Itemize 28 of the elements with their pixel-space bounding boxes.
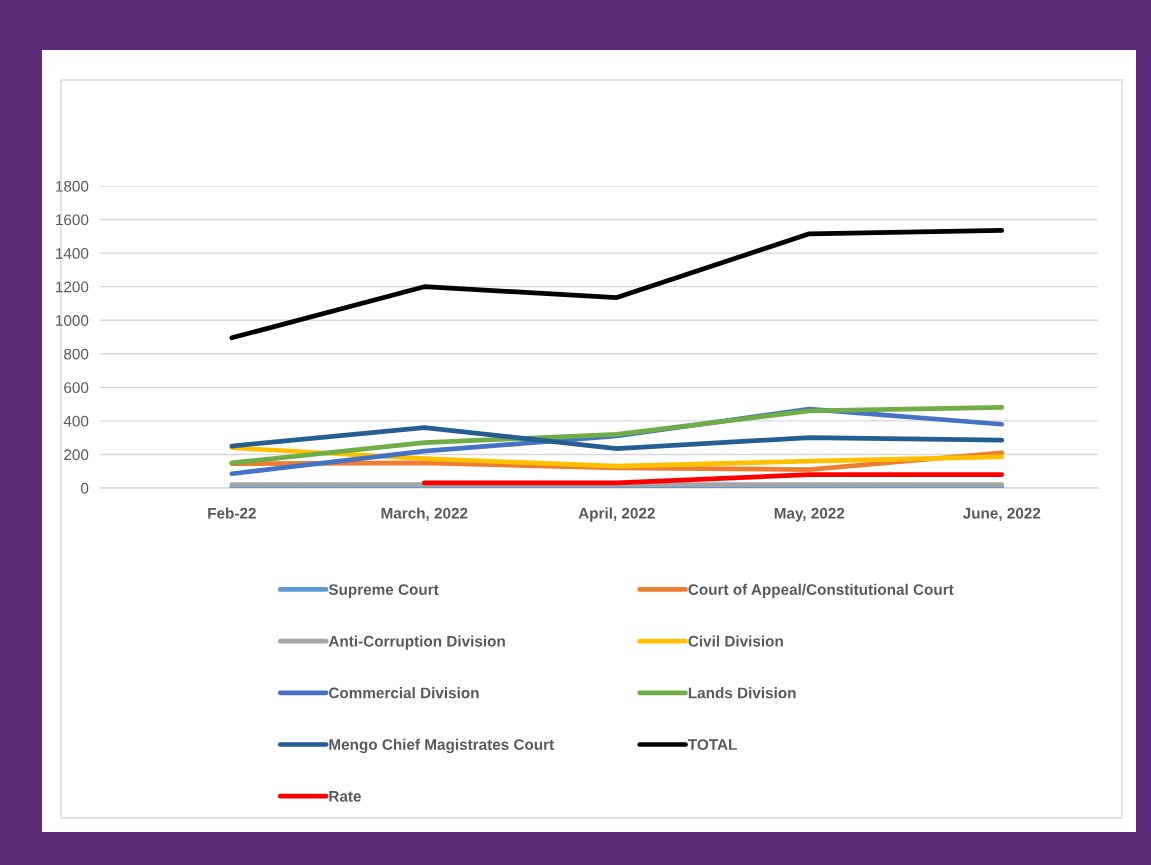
x-tick-label: April, 2022: [578, 507, 655, 522]
line-series: [229, 445, 1005, 469]
y-tick-label: 400: [63, 415, 89, 427]
x-tick-label: May, 2022: [774, 507, 845, 522]
y-tick-label: 200: [64, 449, 89, 461]
y-tick-label: 1400: [56, 247, 89, 259]
legend-label: Rate: [329, 791, 361, 802]
y-tick-label: 1800: [56, 180, 89, 192]
legend-label: Court of Appeal/Constitutional Court: [688, 583, 954, 598]
y-tick-label: 800: [64, 348, 89, 360]
legend-label: Lands Division: [688, 687, 796, 699]
y-tick-label: 1000: [56, 315, 89, 326]
y-tick-label: 1200: [56, 281, 89, 293]
x-tick-label: Feb-22: [208, 507, 256, 519]
line-series: [229, 405, 1005, 466]
legend-label: Commercial Division: [329, 687, 479, 699]
legend-label: Supreme Court: [328, 584, 439, 598]
y-tick-label: 1600: [56, 214, 89, 226]
y-tick-label: 0: [80, 482, 89, 494]
legend-label: Mengo Chief Magistrates Court: [329, 738, 554, 754]
x-tick-label: June, 2022: [962, 507, 1041, 521]
legend-label: Civil Division: [688, 635, 783, 647]
line-series: [229, 228, 1005, 341]
x-tick-label: March, 2022: [381, 507, 468, 521]
legend-label: Anti-Corruption Division: [328, 635, 505, 650]
legend-label: TOTAL: [688, 739, 737, 750]
line-series: [229, 425, 1005, 451]
y-tick-label: 600: [64, 382, 89, 394]
